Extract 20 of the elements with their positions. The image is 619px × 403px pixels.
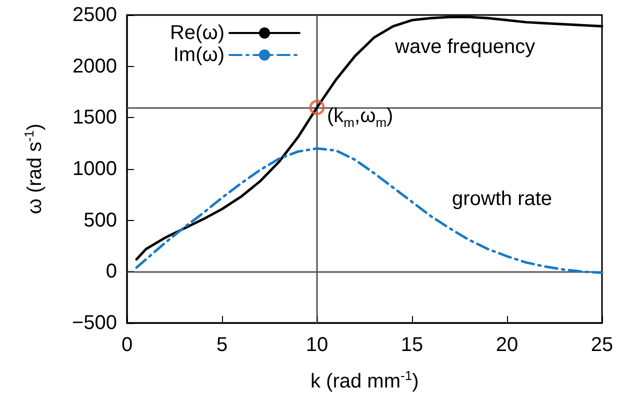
y-tick-label: 0 xyxy=(106,260,117,283)
legend-label: Im(ω) xyxy=(173,44,224,66)
x-axis-title: k (rad mm$^{-1}$) xyxy=(310,368,419,394)
x-tick-label: 5 xyxy=(216,334,228,356)
line-series xyxy=(135,147,604,274)
y-tick-label: 1000 xyxy=(72,158,117,180)
annotation: (k$_{m}$,ω$_{m}$) xyxy=(327,105,394,130)
x-tick-label: 15 xyxy=(400,334,424,356)
y-tick-label: −500 xyxy=(72,312,117,334)
y-tick-label: 2000 xyxy=(72,55,117,78)
x-tick-label: 0 xyxy=(121,334,133,356)
legend-label: Re(ω) xyxy=(170,22,224,44)
y-tick-label: 500 xyxy=(84,209,117,232)
y-tick-label: 2500 xyxy=(72,4,117,26)
x-tick-label: 20 xyxy=(496,334,518,356)
annotation: wave frequency xyxy=(395,36,536,59)
x-tick-label: 25 xyxy=(590,334,614,356)
x-tick-label: 10 xyxy=(306,334,328,356)
y-tick-label: 1500 xyxy=(72,106,117,129)
annotation: growth rate xyxy=(452,188,552,211)
